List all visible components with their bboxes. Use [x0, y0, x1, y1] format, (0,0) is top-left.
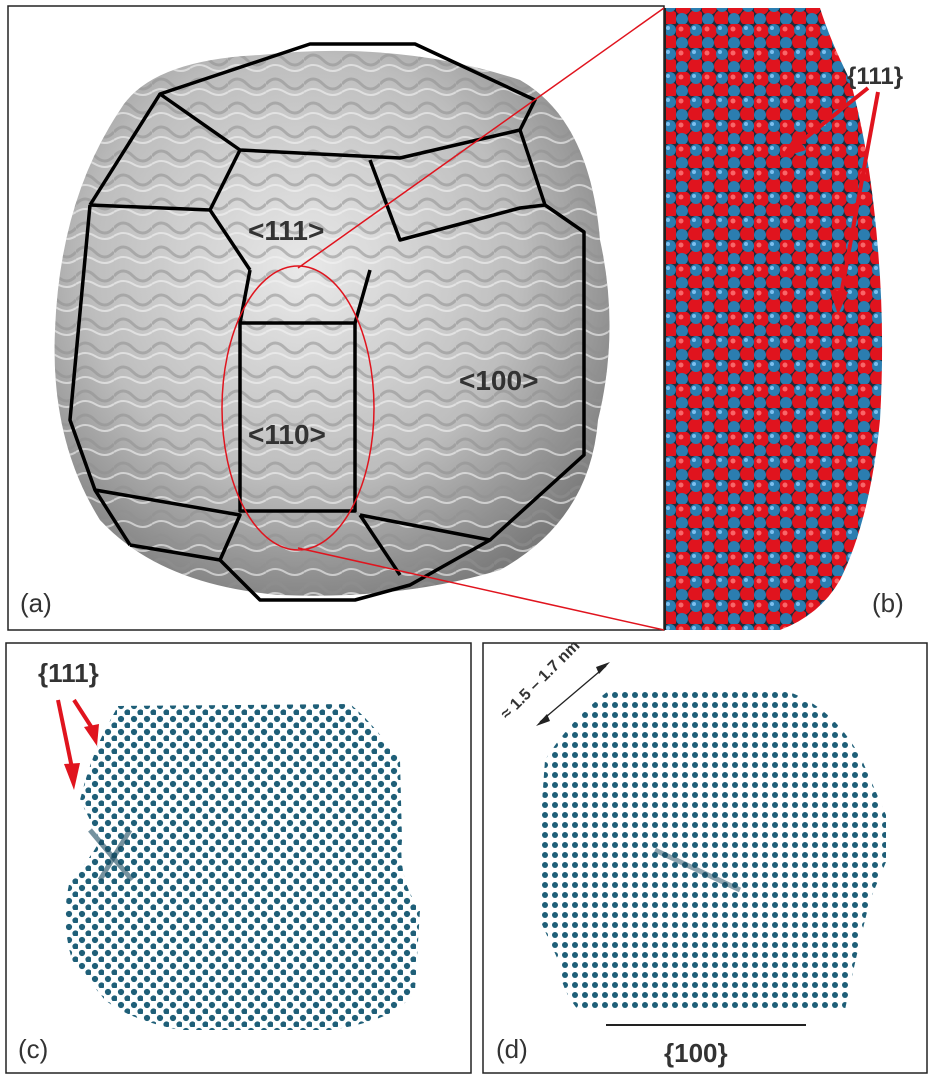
dimension-arrow-head-2 [596, 662, 610, 674]
arrow-111-upper-head [780, 135, 806, 158]
facet-100-label-d: {100} [664, 1038, 728, 1068]
arrow-111-upper [786, 86, 870, 154]
panel-a-label: (a) [20, 588, 52, 618]
panel-c-label: (c) [18, 1034, 48, 1064]
defect-line-c2 [97, 828, 133, 882]
facet-outline [68, 42, 586, 602]
dimension-arrow-head-1 [536, 714, 550, 726]
facet-100-label: <100> [459, 365, 538, 396]
zoom-line-top [297, 7, 665, 269]
defect-line-d [653, 847, 742, 893]
facet-111-label-c: {111} [38, 658, 99, 688]
facet-110-label: <110> [248, 419, 326, 450]
facet-111-label-b: {111} [847, 63, 903, 90]
atom-lattice-d [540, 688, 886, 1012]
panel-b-label: (b) [872, 588, 904, 618]
defect-line-c [88, 828, 134, 882]
arrow-111-lower [838, 91, 880, 301]
atom-lattice-c [65, 704, 421, 1030]
panel-d-label: (d) [496, 1034, 528, 1064]
arrow-111-c-short-head [84, 724, 99, 746]
atomic-surface [666, 8, 883, 630]
dimension-arrow [539, 665, 607, 723]
zoom-ellipse [221, 265, 375, 551]
zoom-line-bottom [297, 547, 665, 631]
facet-111-label: <111> [248, 215, 324, 246]
arrow-111-c-short [72, 698, 94, 730]
arrow-111-lower-head [830, 290, 848, 315]
arrow-111-c-long-head [64, 763, 80, 790]
arrow-111-c-long [56, 699, 74, 769]
